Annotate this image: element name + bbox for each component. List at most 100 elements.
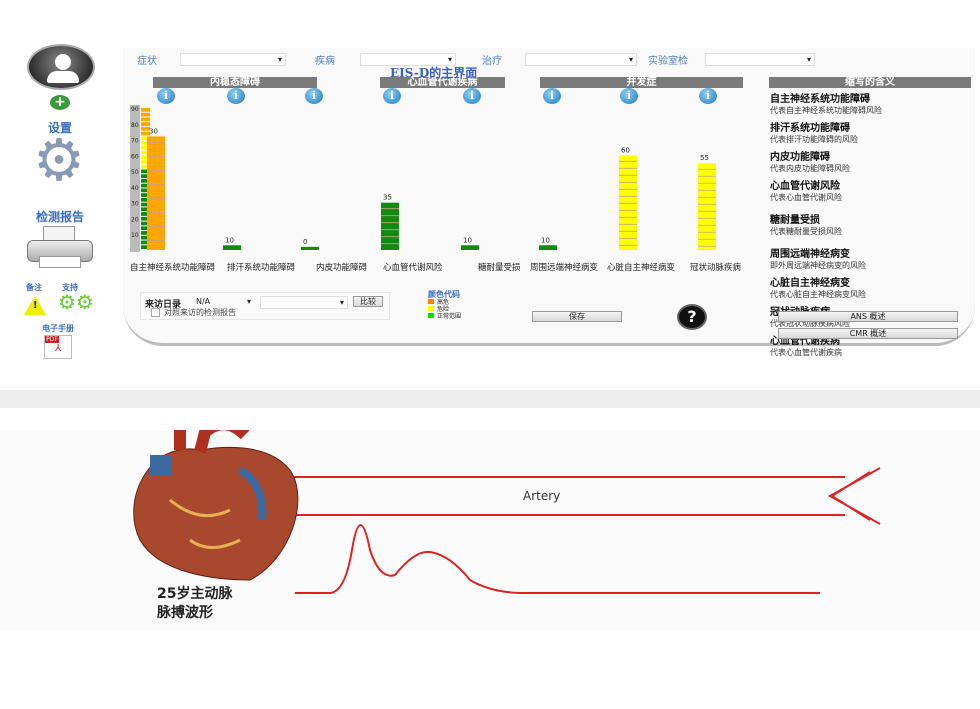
info-icon[interactable]: i (305, 88, 323, 104)
ans-overview-button[interactable]: ANS 概述 (778, 311, 958, 322)
user-icon[interactable] (27, 44, 95, 90)
help-button[interactable]: ? (677, 304, 707, 330)
artery-icon (275, 467, 881, 525)
scale-color-segment (141, 145, 150, 150)
legend-item-title: 排汗系统功能障碍 (770, 123, 850, 134)
pdf-icon[interactable]: PDF ⅄ (44, 335, 72, 359)
scale-color-segment (141, 164, 150, 169)
filter-select-disease[interactable]: ▾ (360, 53, 456, 66)
bar (381, 202, 399, 250)
color-code-label: 正常范围 (437, 313, 462, 320)
legend-item-desc: 即外周远端神经病变的风险 (770, 261, 866, 270)
printer-icon[interactable] (27, 226, 93, 270)
bar-value-label: 55 (700, 154, 709, 162)
scale-color-segment (141, 212, 150, 216)
aorta-pulse-illustration (133, 430, 881, 594)
help-icon: ? (687, 307, 697, 326)
scale-tick-label: 20 (131, 216, 139, 223)
manual-label[interactable]: 电子手册 (42, 324, 74, 333)
bar (461, 245, 479, 250)
compare-checkbox[interactable] (151, 308, 160, 317)
filter-select-symptom[interactable]: ▾ (180, 53, 286, 66)
scale-color-segment (141, 193, 150, 197)
scale-color-segment (141, 207, 150, 212)
scale-tick-label: 10 (131, 232, 139, 239)
gear-icon[interactable]: ⚙ (33, 126, 85, 194)
scale-color-segment (141, 112, 150, 117)
scale-color-segment (141, 122, 150, 126)
scale-tick-label: 80 (131, 122, 139, 129)
bar-value-label: 10 (541, 236, 550, 244)
scale-color-segment (141, 126, 150, 131)
artery-label: Artery (523, 489, 561, 503)
report-label[interactable]: 检测报告 (35, 210, 84, 224)
bar (619, 155, 637, 250)
legend-item-title: 心血管代谢疾病 (770, 336, 840, 347)
heart-icon (133, 430, 299, 581)
category-label: 糖耐量受损 (478, 263, 521, 273)
info-icon[interactable]: i (463, 88, 481, 104)
caption-line2: 脉搏波形 (157, 605, 213, 621)
legend-item: 心血管代谢疾病 代表心血管代谢疾病 (770, 332, 970, 358)
group-homeostasis: 内稳态障碍 (153, 77, 317, 88)
add-user-icon[interactable]: + (50, 95, 70, 110)
scale-color-segment (141, 183, 150, 188)
legend-item-desc: 代表心脏自主神经病变风险 (770, 290, 866, 299)
filter-select-lab[interactable]: ▾ (705, 53, 815, 66)
info-icon[interactable]: i (157, 88, 175, 104)
scale-color-segment (141, 141, 150, 145)
compare-checkbox-label: 对照来访的检测报告 (164, 308, 236, 317)
scale-color-segment (141, 188, 150, 193)
legend-item-desc: 代表心血管代谢风险 (770, 193, 842, 202)
color-code-label: 危险 (437, 306, 450, 313)
scale-color-segment (141, 155, 150, 160)
legend-item: 糖耐量受损 代表糖耐量受损风险 (770, 211, 970, 237)
support-label[interactable]: 支持 (62, 283, 78, 292)
info-icon[interactable]: i (543, 88, 561, 104)
visit-label: 来访日录 (145, 300, 182, 310)
bar (147, 136, 165, 250)
support-gears-icon[interactable]: ⚙⚙ (58, 290, 94, 314)
category-label: 冠状动脉疾病 (690, 263, 742, 273)
caption-line1: 25岁主动脉 (157, 586, 233, 602)
scale-color-segment (141, 235, 150, 240)
info-icon[interactable]: i (227, 88, 245, 104)
scale-color-segment (141, 160, 150, 164)
legend-item-desc: 代表糖耐量受损风险 (770, 227, 842, 236)
scale-color-segment (141, 117, 150, 122)
scale-color-segment (141, 202, 150, 207)
category-label: 周围远端神经病变 (530, 263, 599, 273)
scale-tick-label: 90 (131, 106, 139, 113)
legend-item-title: 周围远端神经病变 (770, 249, 850, 260)
visit-select[interactable]: N/A ▾ (196, 297, 251, 306)
legend-title: 缩写的含义 (769, 77, 971, 88)
bar-value-label: 10 (463, 236, 472, 244)
compare-button[interactable]: 比较 (353, 296, 383, 307)
pulse-waveform (295, 524, 820, 594)
scale-color-segment (141, 245, 150, 249)
legend-item-desc: 代表冠状动脉疾病风险 (770, 319, 850, 328)
save-button[interactable]: 保存 (532, 311, 622, 322)
legend-item: 自主神经系统功能障碍 代表自主神经系统功能障碍风险 (770, 90, 970, 116)
info-icon[interactable]: i (620, 88, 638, 104)
filter-label-treatment: 治疗 (482, 56, 502, 67)
scale-tick-label: 40 (131, 185, 139, 192)
notes-label[interactable]: 备注 (26, 283, 42, 292)
visit-date-select[interactable]: ▾ (260, 296, 348, 309)
scale-color-segment (141, 169, 150, 174)
warning-icon[interactable]: ! (24, 296, 46, 315)
filter-select-treatment[interactable]: ▾ (525, 53, 637, 66)
settings-label[interactable]: 设置 (47, 121, 72, 135)
filter-label-symptom: 症状 (137, 56, 157, 67)
info-icon[interactable]: i (699, 88, 717, 104)
info-icon[interactable]: i (383, 88, 401, 104)
bar-value-label: 0 (303, 238, 307, 246)
legend-item-desc: 代表排汗功能障碍的风险 (770, 135, 858, 144)
cmr-overview-button[interactable]: CMR 概述 (778, 328, 958, 339)
page-title: EIS-D的主界面 (390, 66, 478, 80)
scale-tick-label: 30 (131, 201, 139, 208)
color-code-title: 颜色代码 (428, 290, 460, 299)
color-code-label: 高危 (437, 299, 450, 306)
category-label: 心脏自主神经病变 (607, 263, 676, 273)
legend-item: 排汗系统功能障碍 代表排汗功能障碍的风险 (770, 119, 970, 145)
